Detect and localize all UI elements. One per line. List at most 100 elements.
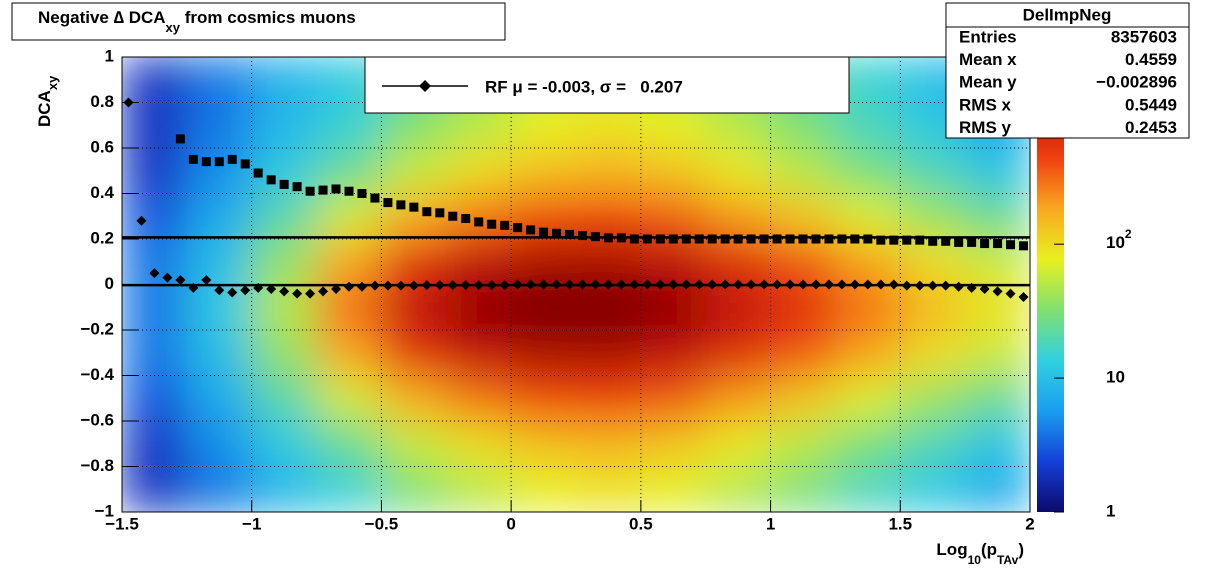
- heat-cell: [705, 421, 772, 467]
- heat-cell: [640, 466, 707, 512]
- heat-cell: [381, 239, 447, 285]
- heat-cell: [576, 284, 642, 331]
- heat-cell: [770, 330, 836, 376]
- x-tick-label: 0: [506, 514, 515, 533]
- sigma-marker: [487, 219, 497, 229]
- sigma-marker: [409, 202, 419, 212]
- mean-marker: [447, 280, 458, 291]
- mean-marker: [1018, 292, 1029, 303]
- heat-cell: [900, 193, 966, 240]
- stats-value: 0.5449: [1125, 95, 1177, 114]
- sigma-marker: [1019, 241, 1029, 251]
- heat-cell: [705, 284, 772, 331]
- heat-cell: [965, 466, 1030, 512]
- y-tick-label: 0: [105, 274, 114, 293]
- mean-marker: [849, 279, 860, 290]
- heat-cell: [446, 375, 512, 422]
- x-tick-label: −1: [242, 514, 261, 533]
- sigma-marker: [201, 157, 211, 167]
- heat-cell: [381, 330, 447, 376]
- stats-title: DelImpNeg: [1023, 5, 1112, 24]
- sigma-marker: [616, 233, 626, 243]
- profile-marks: [122, 97, 1030, 303]
- mean-marker: [616, 279, 627, 290]
- mean-marker: [356, 281, 367, 292]
- heat-cell: [446, 330, 512, 376]
- mean-marker: [707, 279, 718, 290]
- heat-cell: [316, 466, 382, 512]
- y-tick-label: −0.4: [80, 365, 114, 384]
- heat-cell: [316, 421, 382, 467]
- z-tick-label: 1: [1106, 501, 1115, 520]
- mean-marker: [694, 279, 705, 290]
- heat-cell: [446, 466, 512, 512]
- heat-cell: [835, 375, 901, 422]
- mean-marker: [914, 280, 925, 291]
- heat-cell: [511, 148, 577, 194]
- mean-marker: [798, 279, 808, 290]
- heat-cell: [316, 375, 382, 422]
- stats-value: −0.002896: [1096, 73, 1177, 92]
- mean-marker: [810, 279, 821, 290]
- sigma-marker: [357, 189, 367, 198]
- heat-cell: [705, 239, 772, 285]
- sigma-marker: [513, 223, 523, 233]
- mean-marker: [395, 280, 406, 291]
- sigma-marker: [941, 236, 951, 246]
- sigma-marker: [629, 234, 639, 244]
- heat-cell: [511, 330, 577, 376]
- heat-cell: [640, 148, 707, 194]
- sigma-marker: [422, 207, 432, 217]
- sigma-marker: [227, 154, 237, 164]
- y-tick-label: 0.2: [90, 228, 114, 247]
- heat-cell: [186, 193, 253, 240]
- mean-marker: [266, 284, 277, 295]
- heat-cell: [770, 466, 836, 512]
- mean-marker: [460, 280, 471, 291]
- sigma-marker: [798, 234, 808, 244]
- sigma-marker: [344, 186, 354, 196]
- sigma-marker: [720, 234, 730, 244]
- sigma-marker: [292, 182, 302, 192]
- mean-marker: [733, 279, 744, 290]
- mean-marker: [253, 282, 264, 293]
- heat-cell: [251, 239, 318, 285]
- sigma-marker: [331, 184, 341, 194]
- heat-cell: [381, 421, 447, 467]
- mean-marker: [214, 285, 225, 296]
- y-tick-label: −0.2: [80, 319, 114, 338]
- z-tick-base: 10: [1106, 234, 1125, 253]
- mean-marker: [305, 288, 316, 299]
- heat-cell: [835, 284, 901, 331]
- sigma-marker: [928, 236, 938, 246]
- heat-cell: [835, 330, 901, 376]
- heat-cell: [705, 148, 772, 194]
- sigma-marker: [214, 157, 224, 167]
- heat-cell: [251, 57, 318, 103]
- z-tick-exp: 2: [1125, 227, 1132, 241]
- sigma-marker: [837, 234, 847, 244]
- heat-cell: [640, 193, 707, 240]
- x-tick-label: −0.5: [365, 514, 399, 533]
- mean-marker: [318, 286, 329, 297]
- sigma-marker: [824, 234, 834, 244]
- chart-title: Negative ∆ DCAxy from cosmics muons: [38, 8, 356, 35]
- sigma-marker: [577, 231, 587, 241]
- heat-cell: [965, 193, 1030, 240]
- heat-cell: [770, 375, 836, 422]
- heat-cell: [186, 57, 253, 103]
- heat-cell: [186, 330, 253, 376]
- mean-marker: [901, 280, 912, 291]
- heat-cell: [965, 148, 1030, 194]
- sigma-marker: [266, 175, 276, 185]
- heat-cell: [186, 239, 253, 285]
- sigma-marker: [590, 232, 600, 242]
- heat-cell: [900, 330, 966, 376]
- heat-cell: [705, 193, 772, 240]
- heat-cell: [511, 239, 577, 285]
- mean-marker: [668, 279, 679, 290]
- y-tick-label: 0.4: [90, 183, 114, 202]
- heat-cell: [965, 421, 1030, 467]
- heat-cell: [316, 239, 382, 285]
